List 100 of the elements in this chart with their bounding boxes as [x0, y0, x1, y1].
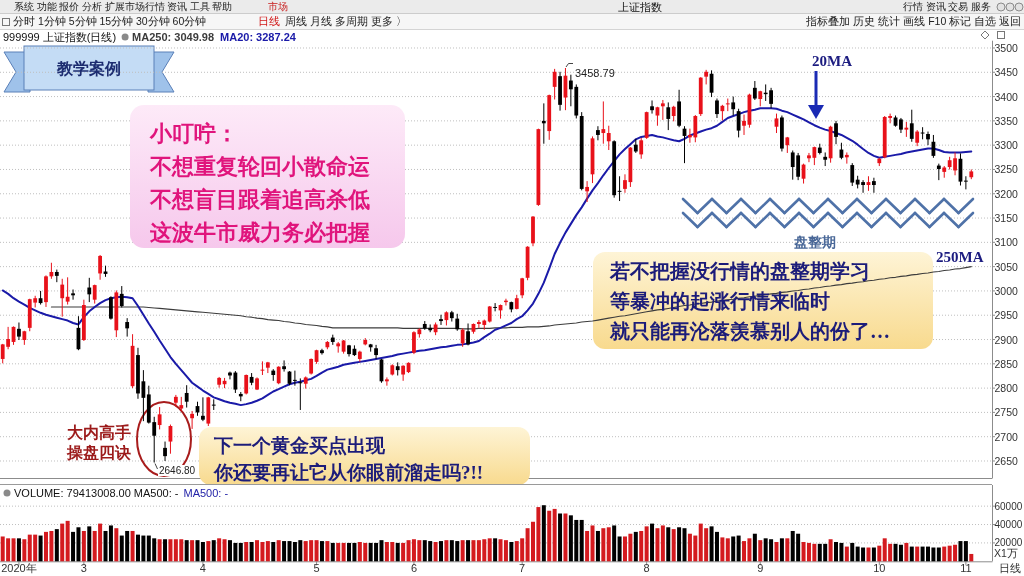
candlestick [639, 137, 644, 160]
bar [595, 530, 600, 562]
candlestick [460, 327, 465, 348]
bar [579, 519, 584, 562]
candlestick [293, 370, 297, 387]
candlestick [190, 410, 194, 430]
bar [38, 535, 43, 562]
candlestick [601, 100, 606, 145]
candlestick [752, 80, 757, 101]
bar [11, 538, 16, 562]
xtick: 3 [80, 562, 87, 575]
bar [898, 544, 903, 562]
xtick: 2020年 [1, 562, 37, 575]
candlestick [157, 406, 162, 430]
bar [276, 540, 281, 562]
ytick: 3100 [994, 236, 1018, 249]
bar [671, 529, 676, 562]
bar [963, 541, 968, 562]
candlestick [552, 68, 557, 100]
bar [655, 528, 660, 562]
ytick: 3250 [994, 163, 1018, 176]
ytick: 3200 [994, 187, 1018, 200]
candlestick [298, 377, 303, 411]
candlestick [666, 101, 671, 131]
ytick: 3350 [994, 114, 1018, 127]
bar [958, 541, 963, 562]
bar [168, 539, 173, 562]
bar [785, 538, 790, 562]
bar [71, 531, 76, 562]
ytick: 3400 [994, 90, 1018, 103]
bar [601, 528, 606, 562]
bar [866, 547, 871, 562]
bar [54, 529, 59, 562]
bar [844, 546, 849, 562]
bar [211, 540, 216, 562]
candlestick [439, 314, 443, 326]
annotation: 3458.79 [575, 67, 615, 79]
bar [444, 540, 449, 562]
bar [22, 539, 27, 562]
bar [130, 530, 135, 562]
bar [650, 523, 655, 562]
annotation: 若不把握没行情的盘整期学习 [610, 260, 870, 282]
ytick: 3150 [994, 212, 1018, 225]
bar [341, 542, 346, 562]
bar [660, 525, 665, 562]
bar [433, 542, 438, 562]
bar [190, 540, 195, 562]
xtick: 8 [643, 562, 650, 575]
candlestick [71, 288, 75, 301]
bar [244, 542, 249, 562]
bar [969, 553, 974, 562]
candlestick [715, 98, 719, 119]
bar [590, 525, 595, 562]
ytick: 3050 [994, 260, 1018, 273]
bar [487, 538, 492, 562]
ytick: 40000 [994, 519, 1023, 531]
candlestick [201, 396, 205, 422]
annotation: 不想盲目跟着追高杀低 [150, 187, 370, 212]
annotation: 2646.80 [159, 465, 196, 476]
bar [731, 536, 736, 562]
bar [736, 535, 741, 562]
candlestick [650, 99, 654, 115]
ytick: 2650 [994, 455, 1018, 467]
annotation: 日线 [999, 562, 1021, 574]
bar [395, 542, 400, 562]
bar [725, 538, 730, 562]
candlestick [119, 285, 124, 308]
candlestick [163, 441, 167, 462]
ytick: 3000 [994, 284, 1018, 297]
bar [639, 530, 644, 562]
annotation: 250MA [936, 249, 984, 265]
bar [81, 530, 86, 562]
candlestick [98, 254, 103, 281]
bar [850, 542, 855, 562]
bar [108, 525, 113, 562]
annotation: VOLUME: 79413008.00 MA500: - [14, 487, 179, 499]
bar [758, 540, 763, 562]
bar [877, 545, 882, 562]
ytick: 2900 [994, 333, 1018, 346]
annotation: 指标叠加 历史 统计 画线 F10 标记 自选 返回 [806, 15, 1021, 27]
ytick: 2950 [994, 309, 1018, 322]
annotation: 小叮咛： [150, 121, 238, 146]
xtick: 7 [519, 562, 526, 575]
bar [87, 526, 92, 562]
candlestick [606, 125, 611, 151]
xtick: 11 [960, 562, 972, 575]
annotation: 就只能再沦落羡慕别人的份了… [610, 320, 890, 342]
bar [682, 528, 687, 562]
bar [558, 513, 563, 562]
bar [238, 542, 243, 562]
ytick: 20000 [994, 537, 1023, 549]
candlestick [466, 322, 470, 346]
candlestick [731, 96, 736, 117]
bar [401, 542, 406, 562]
bar [606, 527, 611, 562]
bar [460, 540, 465, 562]
bar [552, 508, 557, 562]
candlestick [65, 276, 70, 306]
candlestick [736, 108, 741, 138]
bar [206, 541, 211, 562]
